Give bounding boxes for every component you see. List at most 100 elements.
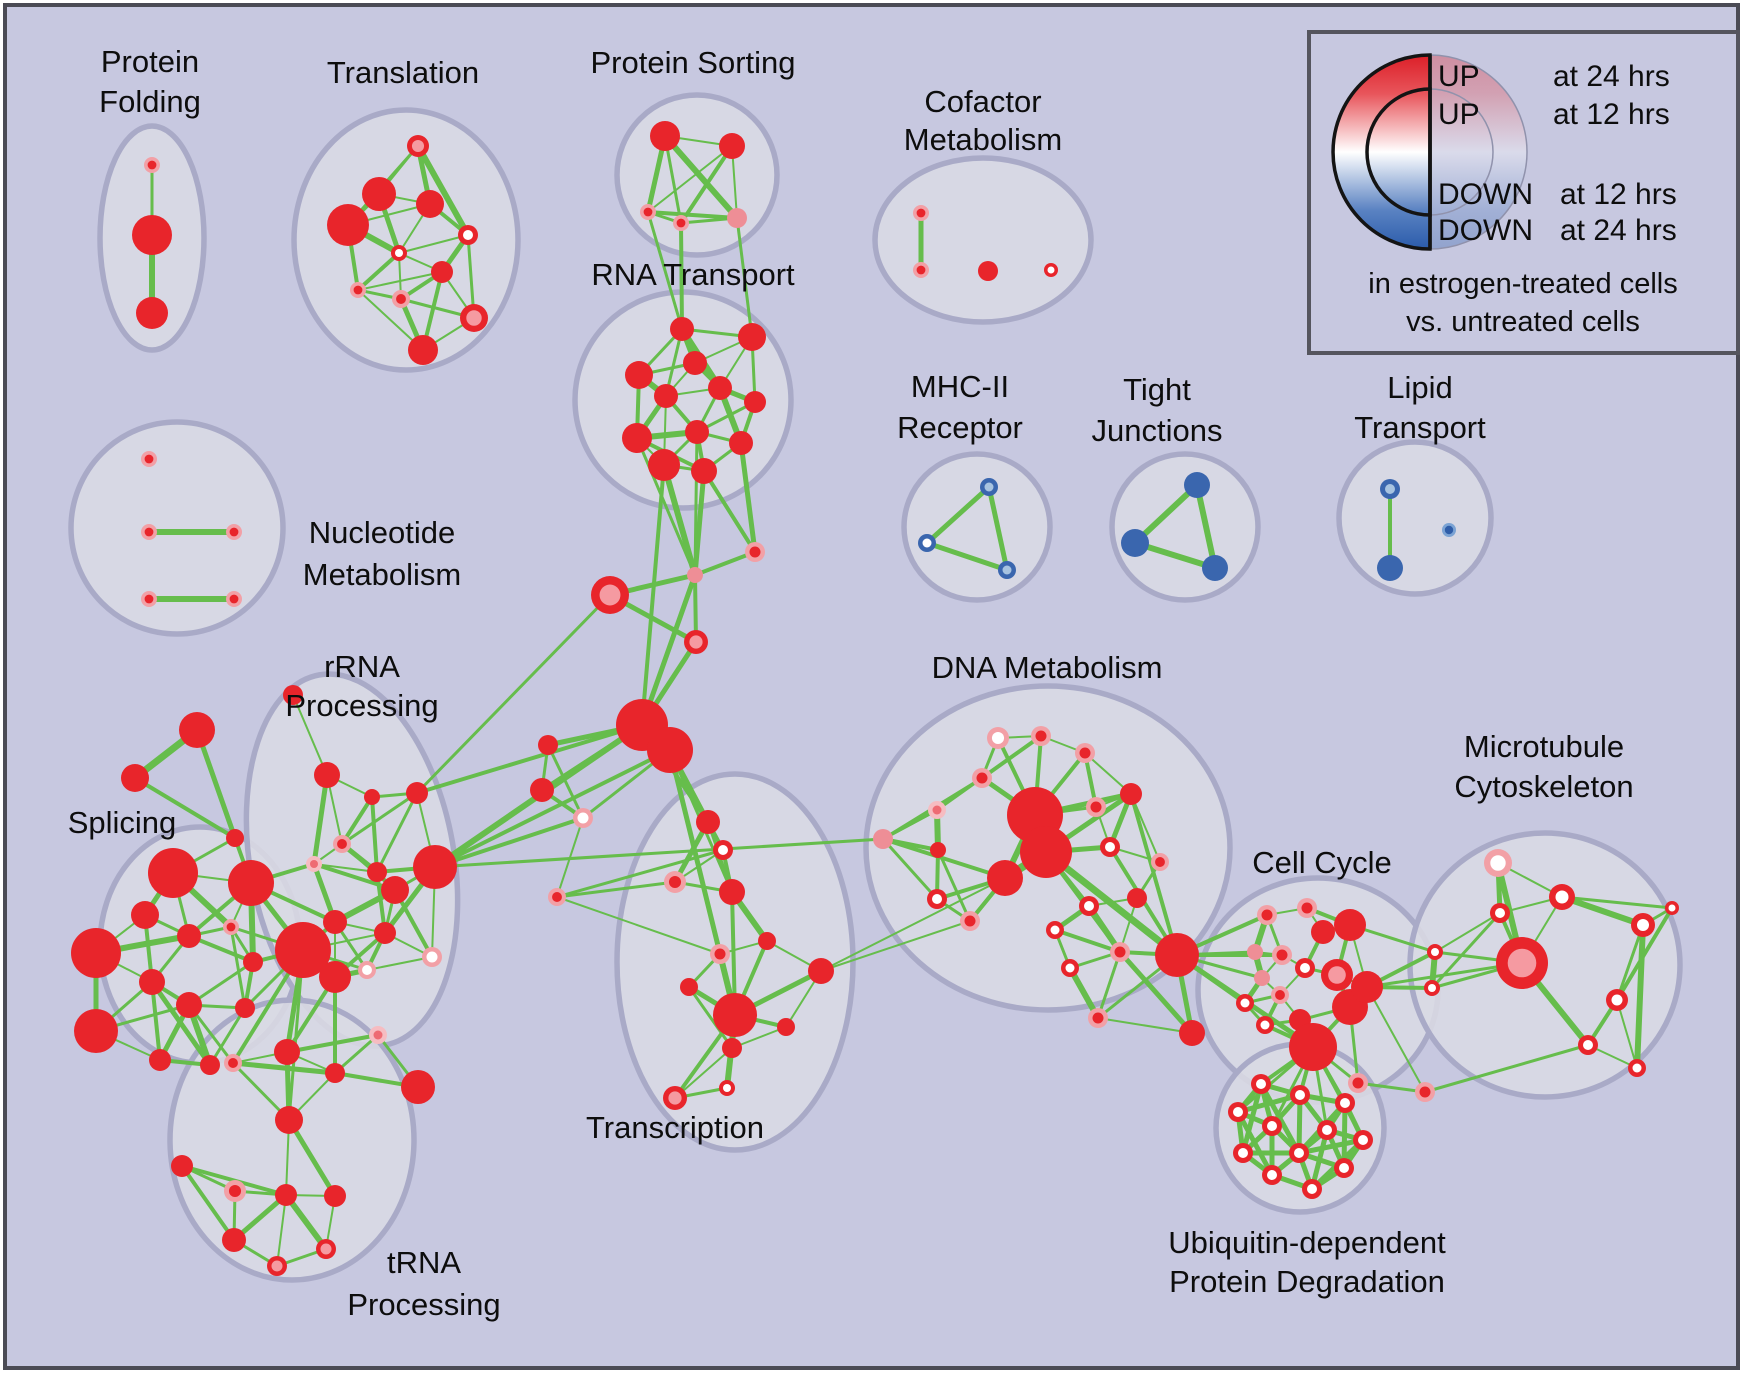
node-core-splicing [226,922,236,932]
edge-backbone [820,877,1006,972]
node-rrna-processing [323,910,347,934]
node-splicing [74,1009,118,1053]
node-core-cell-cycle [1328,966,1346,984]
node-core-ubiquitin-degradation [1267,1121,1277,1131]
node-core-cofactor-metabolism [1047,266,1055,274]
edge-rrna-processing [340,795,374,846]
node-rrna-processing [413,845,457,889]
cluster-label-transcription: Transcription [586,1110,764,1145]
node-core-microtubule-cytoskeleton [1611,994,1623,1006]
node-rna-transport [691,458,717,484]
legend-down-24-label: DOWN [1438,214,1533,247]
node-splicing [228,860,274,906]
edge-transcription [674,1047,733,1099]
node-core-translation [353,285,363,295]
edge-tight-junctions [1132,482,1200,546]
legend-box [1307,30,1740,355]
node-rna-transport [654,384,678,408]
node-core-ubiquitin-degradation [1307,1184,1317,1194]
edge-transcription [687,985,734,1050]
node-rrna-processing [406,782,428,804]
edge-trna-processing [276,1194,287,1267]
edge-splicing-triangle [133,776,237,840]
edge-ubiquitin-degradation [1296,1137,1366,1156]
legend-down-24-time: at 24 hrs [1560,214,1677,247]
edge-rrna-processing [312,862,397,892]
edge-rrna-processing [375,791,419,874]
edge-backbone [735,216,754,339]
node-core-lipid-transport [1444,525,1454,535]
node-connectors [530,778,554,802]
edge-trna-processing [180,1164,236,1242]
edge-mhc-ii-receptor [986,484,1010,573]
edge-backbone [556,896,721,955]
node-core-dna-metabolism [1050,925,1060,935]
edge-backbone [1129,792,1179,957]
edge-backbone [1365,961,1524,989]
node-splicing [71,928,121,978]
node-trna-processing [274,1039,300,1065]
edge-rrna-processing [370,795,379,874]
node-cell-cycle [1247,944,1263,960]
node-core-dna-metabolism [991,731,1005,745]
node-trna-processing [325,1063,345,1083]
node-cell-cycle [1289,1023,1337,1071]
edge-trna-processing [283,1192,329,1252]
node-splicing [235,998,255,1018]
node-protein-folding [132,215,172,255]
cluster-label-rrna-processing: rRNA Processing [285,649,438,723]
edge-backbone [640,463,666,727]
node-dna-metabolism [873,829,893,849]
node-rna-transport [648,449,680,481]
node-trna-processing [324,1185,346,1207]
node-core-dna-metabolism [1079,747,1091,759]
edge-microtubule-cytoskeleton [1615,906,1674,1002]
node-core-trna-processing [320,1243,332,1255]
node-core-cell-cycle [1301,902,1313,914]
node-core-microtubule-cytoskeleton [1431,948,1439,956]
node-core-transcription [714,948,726,960]
node-core-transcription [668,875,682,889]
node-core-transcription [718,845,728,855]
node-core-microtubule-cytoskeleton [1495,908,1505,918]
node-core-protein-folding [147,160,157,170]
legend-outer-left-half [1331,53,1432,251]
cluster-label-protein-folding: Protein Folding [99,44,201,119]
cluster-label-protein-sorting: Protein Sorting [590,45,795,80]
node-core-trna-processing [228,1184,242,1198]
cluster-ellipse-tight-junctions [1109,451,1261,603]
edge-protein-sorting [662,133,740,221]
node-rrna-processing [374,922,396,944]
node-core-cell-cycle [1261,909,1273,921]
cluster-label-lipid-transport: Lipid Transport [1354,370,1486,445]
node-trna-processing [222,1228,246,1252]
node-rrna-processing [381,876,409,904]
node-core-mhc-ii-receptor [922,538,932,548]
node-transcription [696,810,720,834]
node-core-microtubule-cytoskeleton [1583,1040,1593,1050]
node-core-dna-metabolism [1155,857,1165,867]
edge-microtubule-cytoskeleton [1434,912,1501,953]
node-core-connectors [749,546,761,558]
node-dna-metabolism [987,860,1023,896]
node-core-translation [395,249,403,257]
cluster-label-rna-transport: RNA Transport [591,257,795,292]
node-core-nucleotide-metabolism [144,454,154,464]
cluster-label-dna-metabolism: DNA Metabolism [932,650,1163,685]
node-tight-junctions [1184,472,1210,498]
node-protein-sorting [719,133,745,159]
cluster-ellipse-cofactor-metabolism [872,155,1094,325]
legend-up-24-time: at 24 hrs [1553,60,1670,93]
node-trna-processing [171,1155,193,1177]
node-core-protein-sorting [676,218,686,228]
edge-backbone [1366,986,1426,1093]
node-translation [416,190,444,218]
node-core-transcription [723,1084,731,1092]
edge-dna-metabolism [980,734,1043,780]
node-core-dna-metabolism [1065,963,1075,973]
node-core-ubiquitin-degradation [1267,1170,1277,1180]
node-core-connectors [577,812,589,824]
node-core-cell-cycle [1352,1077,1364,1089]
